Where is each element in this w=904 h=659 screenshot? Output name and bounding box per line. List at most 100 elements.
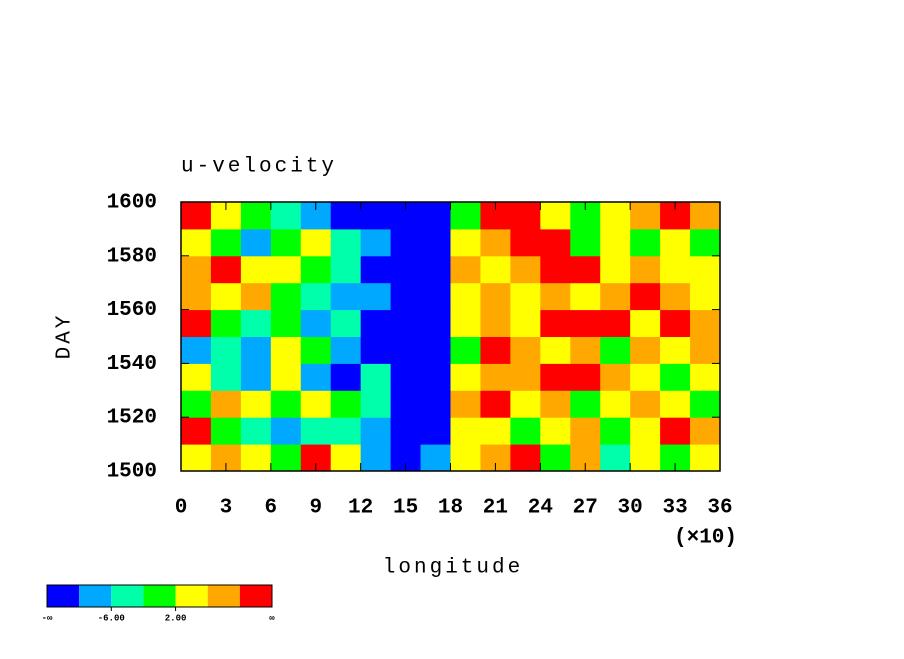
cell [630,444,661,472]
cell [330,282,362,311]
cell [270,309,302,337]
cell [690,228,721,257]
cell [600,309,631,337]
cell [570,390,601,418]
cell [690,417,721,445]
cell [510,309,541,337]
cell [210,309,242,337]
cell [660,417,691,445]
cell [330,363,362,391]
cell [630,363,661,391]
cell [360,336,392,364]
y-tick-label: 1580 [107,245,157,268]
cell [420,363,451,391]
cell [540,390,571,418]
cell [540,202,571,230]
cell [660,363,691,391]
cell [480,282,511,311]
cell [181,390,212,418]
cell [630,417,661,445]
cell [690,336,721,364]
cell [240,336,272,364]
x-tick-label: 24 [528,497,553,520]
cell [450,336,481,364]
cell [300,282,332,311]
cell [540,363,571,391]
cell [300,309,332,337]
cell [600,255,631,284]
cell [210,228,242,257]
cell [450,363,481,391]
cell [300,336,332,364]
cell [630,255,661,284]
cell [330,255,362,284]
cell [540,336,571,364]
cell [181,417,212,445]
cell [480,309,511,337]
cell [480,336,511,364]
cell [420,417,451,445]
y-tick-label: 1520 [107,407,157,430]
cell [660,390,691,418]
cell [181,363,212,391]
cell [270,336,302,364]
cell [690,444,721,472]
cell [420,336,451,364]
cell [420,309,451,337]
cell [210,255,242,284]
cell [690,255,721,284]
cell [270,390,302,418]
colorbar-label: 2.00 [165,613,187,623]
cell [690,309,721,337]
x-tick-label: 12 [348,497,373,520]
cell [270,444,302,472]
cell [690,282,721,311]
cell [660,309,691,337]
cell [360,390,392,418]
cell [360,444,392,472]
cell [450,202,481,230]
cell [330,417,362,445]
cell [450,309,481,337]
colorbar-frame [46,584,273,608]
cell [570,309,601,337]
cell [690,202,721,230]
colorbar-swatch [47,585,80,607]
cell [450,228,481,257]
cell [270,255,302,284]
cell [420,444,451,472]
cell [330,228,362,257]
cell [480,255,511,284]
x-tick-label: 6 [265,497,278,520]
cell [570,417,601,445]
cell [360,417,392,445]
cell [240,228,272,257]
cell [210,336,242,364]
cell [570,228,601,257]
cell [510,255,541,284]
cell [390,336,422,364]
x-tick-label: 36 [707,497,732,520]
cell [390,309,422,337]
cell [270,228,302,257]
cell [181,309,212,337]
cell [300,255,332,284]
cell [600,228,631,257]
x-tick-label: 9 [309,497,322,520]
cell [600,444,631,472]
cell [450,444,481,472]
cell [300,228,332,257]
cell [660,255,691,284]
cell [360,202,392,230]
cell [630,228,661,257]
cell [390,282,422,311]
cell [510,390,541,418]
cell [540,255,571,284]
x-tick-label: 3 [220,497,233,520]
chart-title: u-velocity [181,156,337,179]
cell [270,417,302,445]
cell [540,417,571,445]
cell [660,282,691,311]
cell [690,363,721,391]
